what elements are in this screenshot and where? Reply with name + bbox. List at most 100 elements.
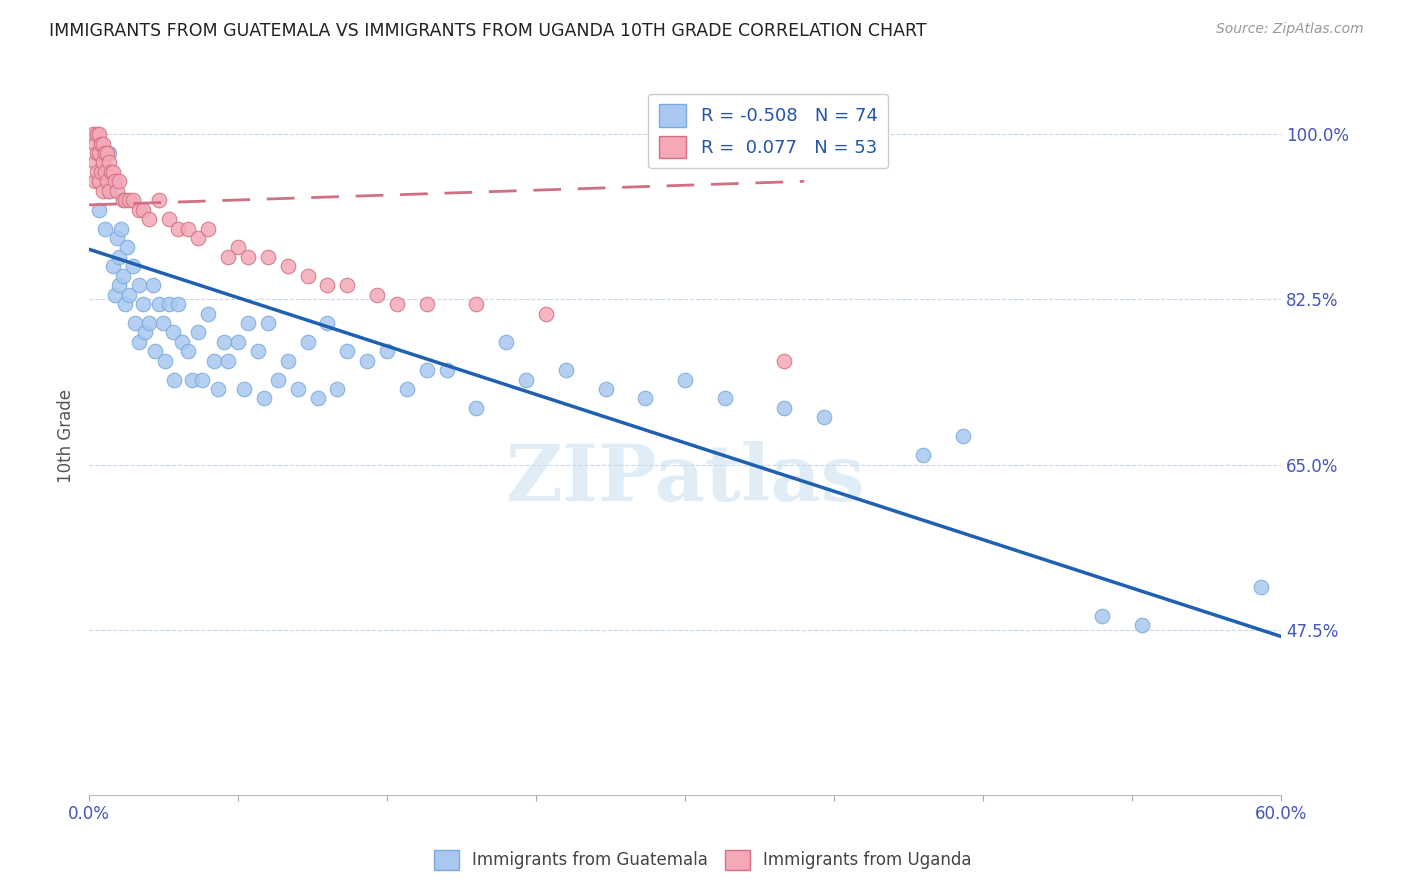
Point [118,287,141,301]
Point [326,382,349,396]
Point [111,268,134,283]
Point [152,316,174,330]
Point [197,306,219,320]
Point [1091,608,1114,623]
Point [128,278,150,293]
Point [138,316,160,330]
Point [515,373,537,387]
Y-axis label: 10th Grade: 10th Grade [58,389,75,483]
Point [84,155,107,169]
Point [87,202,110,217]
Point [108,250,131,264]
Point [212,334,235,349]
Text: Source: ZipAtlas.com: Source: ZipAtlas.com [1216,22,1364,37]
Point [104,287,127,301]
Point [713,392,735,406]
Point [277,353,299,368]
Point [91,184,114,198]
Point [267,373,290,387]
Point [121,193,143,207]
Point [163,373,186,387]
Point [167,221,190,235]
Point [86,127,108,141]
Point [257,250,280,264]
Point [416,363,439,377]
Point [187,326,209,340]
Point [226,240,249,254]
Point [191,373,214,387]
Point [128,334,150,349]
Point [316,278,339,293]
Point [131,297,153,311]
Point [94,165,117,179]
Point [157,212,180,227]
Point [253,392,276,406]
Point [395,382,418,396]
Point [217,250,239,264]
Point [773,353,796,368]
Point [375,344,398,359]
Point [90,136,112,151]
Point [101,260,124,274]
Point [162,326,184,340]
Point [118,193,141,207]
Point [336,278,359,293]
Point [143,344,166,359]
Point [108,174,131,188]
Point [94,221,117,235]
Point [91,136,114,151]
Point [465,401,488,415]
Point [148,193,170,207]
Point [97,184,120,198]
Point [416,297,439,311]
Legend: R = -0.508   N = 74, R =  0.077   N = 53: R = -0.508 N = 74, R = 0.077 N = 53 [648,94,889,169]
Point [110,221,132,235]
Point [148,297,170,311]
Point [187,231,209,245]
Point [773,401,796,415]
Point [91,155,114,169]
Point [952,429,974,443]
Point [114,193,136,207]
Point [236,250,259,264]
Point [124,316,146,330]
Point [108,278,131,293]
Point [142,278,165,293]
Point [181,373,204,387]
Point [257,316,280,330]
Point [90,165,112,179]
Point [236,316,259,330]
Point [277,260,299,274]
Point [673,373,696,387]
Point [84,174,107,188]
Point [97,184,120,198]
Point [131,202,153,217]
Legend: Immigrants from Guatemala, Immigrants from Uganda: Immigrants from Guatemala, Immigrants fr… [427,843,979,877]
Text: IMMIGRANTS FROM GUATEMALA VS IMMIGRANTS FROM UGANDA 10TH GRADE CORRELATION CHART: IMMIGRANTS FROM GUATEMALA VS IMMIGRANTS … [49,22,927,40]
Point [465,297,488,311]
Point [287,382,309,396]
Point [157,297,180,311]
Text: ZIPatlas: ZIPatlas [505,442,865,517]
Point [385,297,408,311]
Point [813,410,835,425]
Point [96,174,118,188]
Point [436,363,458,377]
Point [111,193,134,207]
Point [217,353,239,368]
Point [172,334,194,349]
Point [115,240,138,254]
Point [105,231,128,245]
Point [96,146,118,161]
Point [101,165,124,179]
Point [316,316,339,330]
Point [634,392,657,406]
Point [97,155,120,169]
Point [307,392,329,406]
Point [246,344,269,359]
Point [226,334,249,349]
Point [114,297,136,311]
Point [554,363,576,377]
Point [534,306,557,320]
Point [104,174,127,188]
